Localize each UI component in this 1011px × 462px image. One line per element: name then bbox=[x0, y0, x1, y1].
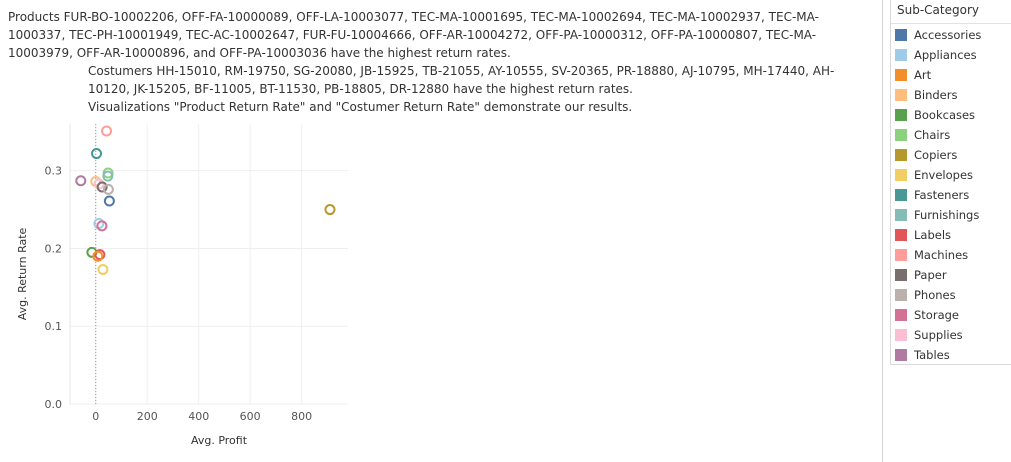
legend-swatch bbox=[895, 89, 907, 101]
legend-label: Appliances bbox=[914, 48, 977, 62]
scatter-point-storage bbox=[96, 220, 108, 232]
scatter-point-art bbox=[92, 250, 104, 262]
dashboard-caption: Products FUR-BO-10002206, OFF-FA-1000008… bbox=[8, 8, 848, 116]
legend-item-appliances[interactable]: Appliances bbox=[895, 46, 977, 64]
scatter-point-fasteners bbox=[91, 148, 103, 160]
scatter-point-copiers bbox=[324, 204, 336, 216]
legend-swatch bbox=[895, 309, 907, 321]
legend-label: Supplies bbox=[914, 328, 963, 342]
legend-item-supplies[interactable]: Supplies bbox=[895, 326, 963, 344]
y-axis-title: Avg. Return Rate bbox=[16, 227, 29, 320]
legend-label: Fasteners bbox=[914, 188, 970, 202]
scatter-point-tables bbox=[75, 175, 87, 187]
legend-swatch bbox=[895, 229, 907, 241]
legend-panel: Sub-Category Accessories Appliances Art Bin… bbox=[890, 0, 1011, 365]
legend-label: Copiers bbox=[914, 148, 958, 162]
legend-label: Furnishings bbox=[914, 208, 980, 222]
legend-item-phones[interactable]: Phones bbox=[895, 286, 956, 304]
legend-swatch bbox=[895, 289, 907, 301]
legend-swatch bbox=[895, 169, 907, 181]
y-tick-label: 0.0 bbox=[45, 398, 63, 411]
x-tick-label: 200 bbox=[137, 410, 158, 423]
legend-label: Binders bbox=[914, 88, 958, 102]
legend-swatch bbox=[895, 329, 907, 341]
legend-swatch bbox=[895, 109, 907, 121]
x-axis-title: Avg. Profit bbox=[191, 434, 248, 447]
legend-swatch bbox=[895, 29, 907, 41]
legend-label: Envelopes bbox=[914, 168, 974, 182]
x-tick-label: 400 bbox=[188, 410, 209, 423]
caption-visualizations-text: Visualizations "Product Return Rate" and… bbox=[88, 100, 633, 114]
legend-item-machines[interactable]: Machines bbox=[895, 246, 968, 264]
legend-swatch bbox=[895, 149, 907, 161]
legend-item-paper[interactable]: Paper bbox=[895, 266, 947, 284]
legend-item-tables[interactable]: Tables bbox=[895, 346, 950, 364]
legend-swatch bbox=[895, 69, 907, 81]
legend-swatch bbox=[895, 49, 907, 61]
legend-label: Machines bbox=[914, 248, 969, 262]
scatter-point-machines bbox=[101, 125, 113, 137]
legend-label: Bookcases bbox=[914, 108, 976, 122]
legend-item-copiers[interactable]: Copiers bbox=[895, 146, 957, 164]
legend-swatch bbox=[895, 349, 907, 361]
legend-item-fasteners[interactable]: Fasteners bbox=[895, 186, 969, 204]
legend-swatch bbox=[895, 209, 907, 221]
pane-divider bbox=[882, 0, 883, 462]
x-tick-label: 0 bbox=[92, 410, 99, 423]
scatter-point-labels bbox=[94, 249, 106, 261]
legend-swatch bbox=[895, 189, 907, 201]
y-tick-label: 0.1 bbox=[45, 320, 63, 333]
scatter-point-accessories bbox=[103, 195, 115, 207]
legend-swatch bbox=[895, 269, 907, 281]
legend-item-chairs[interactable]: Chairs bbox=[895, 126, 950, 144]
x-tick-label: 800 bbox=[291, 410, 312, 423]
legend-item-envelopes[interactable]: Envelopes bbox=[895, 166, 973, 184]
legend-item-bookcases[interactable]: Bookcases bbox=[895, 106, 975, 124]
legend-label: Storage bbox=[914, 308, 959, 322]
legend-item-accessories[interactable]: Accessories bbox=[895, 26, 981, 44]
x-tick-label: 600 bbox=[240, 410, 261, 423]
legend-item-binders[interactable]: Binders bbox=[895, 86, 957, 104]
legend-item-labels[interactable]: Labels bbox=[895, 226, 951, 244]
legend-item-storage[interactable]: Storage bbox=[895, 306, 959, 324]
legend-swatch bbox=[895, 249, 907, 261]
legend-label: Art bbox=[914, 68, 932, 82]
scatter-point-furnishings bbox=[102, 170, 114, 182]
y-tick-label: 0.2 bbox=[45, 242, 63, 255]
scatter-point-envelopes bbox=[97, 263, 109, 275]
points-layer bbox=[75, 125, 336, 275]
legend-label: Tables bbox=[914, 348, 950, 362]
legend-label: Chairs bbox=[914, 128, 951, 142]
scatter-point-phones bbox=[102, 183, 114, 195]
scatter-point-paper bbox=[96, 181, 108, 193]
legend-item-art[interactable]: Art bbox=[895, 66, 931, 84]
legend-item-furnishings[interactable]: Furnishings bbox=[895, 206, 979, 224]
legend-swatch bbox=[895, 129, 907, 141]
grid-layer bbox=[70, 124, 348, 405]
legend-label: Labels bbox=[914, 228, 952, 242]
axes-layer: 0 200 400 600 800 0.0 0.1 0.2 0.3 Avg. Profit Avg.… bbox=[16, 124, 312, 447]
legend-label: Accessories bbox=[914, 28, 982, 42]
caption-products-text: Products FUR-BO-10002206, OFF-FA-1000008… bbox=[8, 10, 819, 60]
y-tick-label: 0.3 bbox=[45, 165, 63, 178]
scatter-point-supplies bbox=[93, 178, 105, 190]
scatter-chart: 0 200 400 600 800 0.0 0.1 0.2 0.3 Avg. Profit Avg.… bbox=[16, 124, 348, 447]
caption-customers-text: Costumers HH-15010, RM-19750, SG-20080, … bbox=[88, 64, 835, 96]
legend-title: Sub-Category bbox=[891, 0, 1011, 24]
legend-label: Paper bbox=[914, 268, 947, 282]
legend-label: Phones bbox=[914, 288, 956, 302]
